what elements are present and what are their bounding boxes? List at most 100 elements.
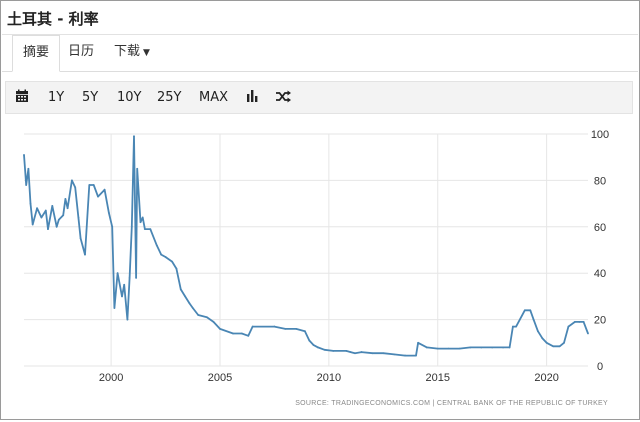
bar-chart-icon[interactable] <box>246 82 259 113</box>
data-point <box>578 321 581 323</box>
data-point <box>62 214 65 217</box>
data-point <box>126 318 129 321</box>
data-point <box>232 332 234 335</box>
data-point <box>71 179 73 182</box>
data-point <box>558 345 561 348</box>
y-tick-label: 0 <box>597 361 603 373</box>
caret-down-icon: ▼ <box>143 48 150 58</box>
data-point <box>563 341 565 344</box>
data-point <box>197 314 200 316</box>
data-point <box>323 348 326 351</box>
data-point <box>184 295 187 298</box>
data-point <box>515 325 518 328</box>
range-max-button[interactable]: MAX <box>199 90 229 105</box>
data-point <box>240 332 243 335</box>
data-point <box>160 253 163 256</box>
data-point <box>77 216 80 219</box>
data-point <box>171 260 173 263</box>
data-point <box>219 327 221 330</box>
data-point <box>317 346 319 349</box>
data-point <box>574 321 576 323</box>
data-point <box>40 216 43 219</box>
tab-label: 日历 <box>68 44 95 59</box>
data-point <box>31 223 34 226</box>
data-point <box>133 135 135 138</box>
shuffle-icon[interactable] <box>276 82 291 113</box>
data-point <box>179 288 182 291</box>
data-point <box>103 188 106 191</box>
data-point <box>88 184 91 186</box>
data-point <box>508 346 511 349</box>
tab-summary[interactable]: 摘要 <box>12 35 61 72</box>
data-point <box>308 339 311 342</box>
data-point <box>304 330 306 333</box>
data-point <box>529 309 532 312</box>
series-line <box>23 135 589 357</box>
data-point <box>36 207 38 210</box>
data-point <box>491 346 494 349</box>
data-point <box>371 352 374 355</box>
tab-label: 下载 <box>114 44 141 59</box>
data-point <box>273 325 276 328</box>
y-tick-label: 80 <box>594 175 606 187</box>
data-point <box>206 316 208 319</box>
data-point <box>135 276 138 279</box>
data-point <box>130 225 133 228</box>
data-point <box>354 352 356 355</box>
data-point <box>141 216 144 219</box>
data-point <box>175 267 178 270</box>
range-25y-button[interactable]: 25Y <box>157 90 182 105</box>
data-point <box>415 354 417 357</box>
data-point <box>55 225 58 228</box>
chart-area: 0 20 40 60 80 100 2000 2005 2010 2015 2020 SOURCE: … <box>2 114 638 418</box>
title-bar: 土耳其 - 利率 <box>2 2 638 35</box>
data-point <box>458 347 461 350</box>
y-tick-label: 20 <box>594 315 606 327</box>
data-point <box>23 153 25 156</box>
data-point <box>108 211 110 214</box>
data-point <box>111 225 114 228</box>
data-point <box>123 283 126 286</box>
data-point <box>295 327 298 330</box>
data-point <box>164 256 167 258</box>
data-point <box>74 186 77 189</box>
data-point <box>541 337 544 340</box>
data-point <box>545 341 548 344</box>
data-point <box>587 332 589 335</box>
data-point <box>425 346 428 349</box>
range-5y-button[interactable]: 5Y <box>82 90 99 105</box>
data-point <box>64 198 67 200</box>
tab-download[interactable]: 下载 ▼ <box>104 35 160 71</box>
x-tick-label: 2005 <box>208 372 232 384</box>
data-point <box>447 347 450 350</box>
chart-toolbar: 1Y 5Y 10Y 25Y MAX <box>5 81 633 114</box>
data-point <box>191 307 194 309</box>
calendar-icon[interactable] <box>15 82 29 113</box>
data-point <box>47 228 49 231</box>
data-point <box>251 325 254 328</box>
data-point <box>84 253 86 256</box>
data-point <box>537 330 539 333</box>
data-point <box>312 344 315 347</box>
data-point <box>480 346 483 349</box>
x-tick-label: 2010 <box>317 372 341 384</box>
data-point <box>128 276 131 279</box>
data-point <box>116 272 119 275</box>
x-tick-label: 2015 <box>426 372 450 384</box>
data-point <box>532 318 535 321</box>
data-point <box>247 334 250 337</box>
data-point <box>27 167 30 170</box>
tab-calendar[interactable]: 日历 <box>58 35 104 71</box>
tab-bar: 摘要 日历 下载 ▼ <box>2 35 638 72</box>
data-point <box>143 228 146 231</box>
data-point <box>113 307 116 309</box>
x-tick-label: 2020 <box>534 372 558 384</box>
data-point <box>136 167 139 170</box>
data-point <box>360 351 363 353</box>
source-text: SOURCE: TRADINGECONOMICS.COM | CENTRAL B… <box>295 400 608 407</box>
range-1y-button[interactable]: 1Y <box>48 90 65 105</box>
page-title: 土耳其 - 利率 <box>7 10 99 28</box>
range-10y-button[interactable]: 10Y <box>117 90 142 105</box>
data-point <box>469 346 472 349</box>
x-tick-label: 2000 <box>99 372 123 384</box>
